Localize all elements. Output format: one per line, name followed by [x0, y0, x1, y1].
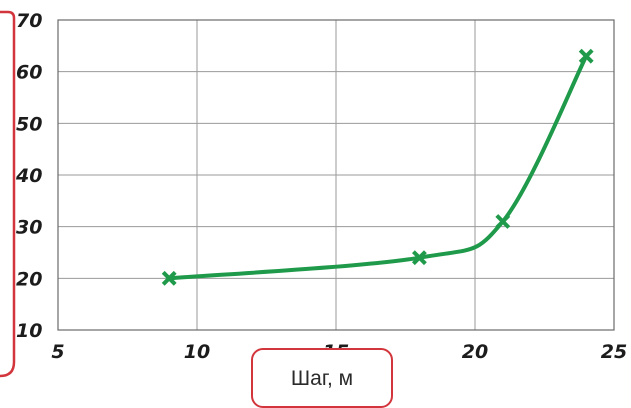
x-tick-label: 5	[51, 341, 64, 363]
y-tick-label: 30	[16, 217, 42, 239]
x-axis-label-box: Шаг, м	[251, 348, 393, 408]
y-tick-label: 40	[15, 165, 42, 187]
series-line-0	[167, 54, 589, 281]
x-axis-label: Шаг, м	[290, 367, 354, 390]
plot-border	[57, 19, 615, 331]
y-tick-label: 60	[16, 62, 42, 84]
data-point-marker	[495, 214, 511, 229]
y-tick-label: 50	[16, 113, 42, 135]
data-point-marker	[411, 250, 427, 266]
x-tick-label: 25	[601, 341, 627, 363]
y-axis-frame	[0, 10, 16, 378]
data-point-marker	[161, 270, 177, 286]
y-tick-label: 70	[16, 10, 42, 32]
y-tick-label: 20	[16, 268, 42, 290]
x-tick-label: 10	[184, 341, 210, 363]
y-tick-labels: 10 20 30 40 50 60 70	[15, 10, 42, 342]
data-point-marker	[578, 48, 594, 64]
x-tick-label: 20	[462, 341, 488, 363]
grid	[57, 19, 615, 331]
y-tick-label: 10	[16, 320, 42, 342]
series-layer	[161, 48, 594, 286]
